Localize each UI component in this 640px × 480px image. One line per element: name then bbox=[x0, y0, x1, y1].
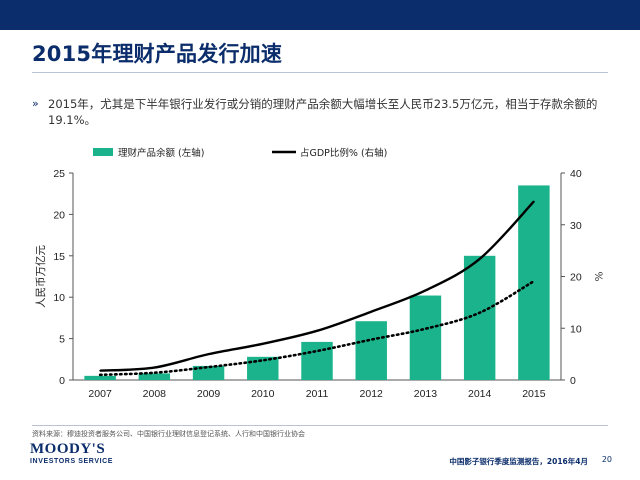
line-point-gdp-ratio bbox=[533, 200, 535, 203]
bullet-chevron-icon: » bbox=[32, 97, 39, 110]
line-point-gdp-ratio bbox=[207, 353, 210, 355]
bar-wmp-balance bbox=[84, 375, 116, 380]
left-tick-label: 10 bbox=[53, 292, 65, 304]
left-tick-label: 15 bbox=[53, 251, 65, 263]
x-tick-label: 2012 bbox=[360, 388, 384, 400]
logo-subtitle: INVESTORS SERVICE bbox=[30, 458, 114, 465]
line-point-gdp-ratio bbox=[478, 258, 481, 260]
left-tick-label: 25 bbox=[53, 168, 65, 180]
right-tick-label: 40 bbox=[570, 168, 582, 180]
title-divider bbox=[32, 72, 608, 73]
line-point-gdp-ratio bbox=[316, 330, 318, 332]
legend-label-balance: 理财产品余额 (左轴) bbox=[118, 147, 204, 159]
x-tick-label: 2013 bbox=[414, 388, 438, 400]
line-point-gdp-ratio bbox=[153, 366, 156, 369]
bar-wmp-balance bbox=[409, 295, 442, 380]
source-divider bbox=[32, 425, 608, 426]
slide-title: 2015年理财产品发行加速 bbox=[32, 42, 283, 66]
bullet-text: 2015年，尤其是下半年银行业发行或分销的理财产品余额大幅增长至人民币23.5万… bbox=[48, 97, 598, 127]
x-tick-label: 2014 bbox=[468, 388, 492, 400]
right-axis-title: % bbox=[592, 272, 604, 282]
chart-area: 0 5 10 15 20 25 0 10 20 30 40 人民币万亿元% 2007 2008 2009 20… bbox=[28, 140, 614, 410]
bar-wmp-balance bbox=[138, 373, 171, 380]
right-tick-label: 0 bbox=[570, 375, 576, 387]
x-tick-label: 2008 bbox=[143, 388, 167, 400]
report-title: 中国影子银行季度监测报告，2016年4月 bbox=[449, 457, 588, 466]
x-tick-label: 2015 bbox=[522, 388, 546, 400]
source-note: 资料来源：穆迪投资者服务公司、中国银行业理财信息登记系统、人行和中国银行业协会 bbox=[32, 430, 305, 438]
right-tick-label: 30 bbox=[570, 220, 582, 232]
wmp-balance-chart: 0 5 10 15 20 25 0 10 20 30 40 人民币万亿元 % 2007 2008 2009 20… bbox=[34, 147, 604, 400]
bar-wmp-balance bbox=[247, 356, 279, 380]
top-banner bbox=[0, 0, 640, 30]
line-point-gdp-ratio bbox=[424, 289, 427, 292]
moodys-logo: MOODY'S INVESTORS SERVICE bbox=[30, 441, 113, 467]
left-tick-label: 20 bbox=[53, 209, 65, 221]
x-tick-label: 2009 bbox=[197, 388, 221, 400]
left-axis-title: 人民币万亿元 bbox=[34, 245, 47, 308]
x-tick-label: 2007 bbox=[88, 388, 112, 400]
legend-bar-swatch bbox=[93, 148, 113, 156]
line-point-gdp-ratio bbox=[261, 342, 264, 345]
logo-wordmark: MOODY'S bbox=[30, 441, 106, 457]
line-point-gdp-ratio bbox=[99, 369, 101, 372]
left-tick-label: 5 bbox=[59, 334, 65, 346]
x-tick-label: 2010 bbox=[251, 388, 275, 400]
bullet-point: » 2015年，尤其是下半年银行业发行或分销的理财产品余额大幅增长至人民币23.… bbox=[32, 96, 612, 128]
page-number: 20 bbox=[601, 455, 612, 464]
right-tick-label: 10 bbox=[570, 323, 582, 335]
line-point-gdp-ratio bbox=[370, 310, 373, 313]
bar-wmp-balance bbox=[192, 365, 225, 380]
bar-wmp-balance bbox=[463, 255, 496, 380]
dotted-trend-line bbox=[98, 279, 536, 377]
bar-wmp-balance bbox=[518, 185, 550, 380]
legend-label-gdp-ratio: 占GDP比例% (右轴) bbox=[300, 147, 387, 159]
x-tick-label: 2011 bbox=[306, 388, 329, 400]
right-tick-label: 20 bbox=[570, 272, 582, 284]
bar-wmp-balance bbox=[355, 321, 387, 380]
left-tick-label: 0 bbox=[59, 375, 65, 387]
